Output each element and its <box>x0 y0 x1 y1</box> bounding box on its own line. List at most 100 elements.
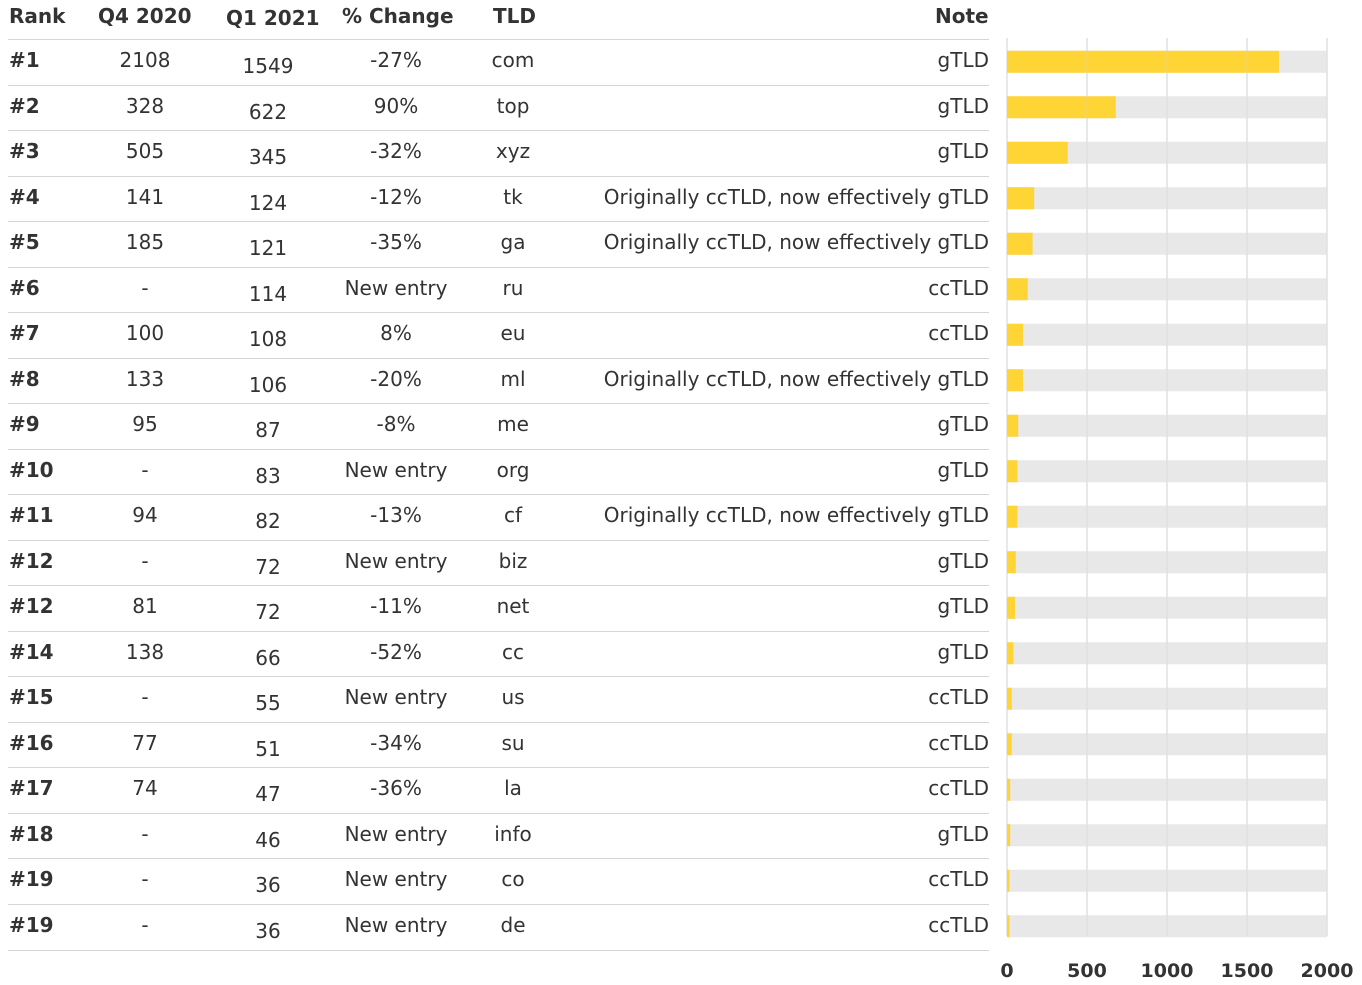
bar-net <box>1007 596 1015 619</box>
bar-cc <box>1007 642 1014 665</box>
q1-2021-cell: 82 <box>255 509 281 533</box>
bar-ru <box>1007 278 1028 301</box>
rank-cell: #10 <box>9 457 54 482</box>
pct-change-cell: New entry <box>344 685 448 709</box>
tld-cell: su <box>501 730 525 755</box>
pct-change-cell: 8% <box>380 321 412 345</box>
note-cell: Originally ccTLD, now effectively gTLD <box>603 366 989 391</box>
q4-2020-cell: - <box>141 821 149 846</box>
x-tick-label: 500 <box>1067 960 1107 982</box>
q1-2021-cell: 72 <box>255 554 281 579</box>
x-tick-label: 0 <box>1000 960 1013 982</box>
table-row: #18 - 46 New entry info gTLD <box>8 812 989 859</box>
bar-info <box>1007 824 1011 847</box>
table-row: #19 - 36 New entry co ccTLD <box>8 858 989 904</box>
note-cell: ccTLD <box>928 730 989 755</box>
tld-cell: xyz <box>495 139 531 163</box>
rank-cell: #18 <box>9 821 54 846</box>
table-row: #1 2108 1549 -27% com gTLD <box>8 39 989 85</box>
table-row: #12 81 72 -11% net gTLD <box>8 585 989 631</box>
tld-cell: tk <box>503 184 523 209</box>
rank-cell: #9 <box>9 412 40 436</box>
pct-change-cell: New entry <box>344 275 448 300</box>
header-tld: TLD <box>493 4 536 28</box>
pct-change-cell: -20% <box>370 366 422 391</box>
pct-change-cell: New entry <box>344 548 448 573</box>
pct-change-cell: -27% <box>370 48 422 72</box>
table-row: #17 74 47 -36% la ccTLD <box>8 767 989 813</box>
note-cell: ccTLD <box>928 685 989 709</box>
tld-cell: net <box>496 594 530 618</box>
table-row: #11 94 82 -13% cf Originally ccTLD, now effec… <box>8 494 989 540</box>
q4-2020-cell: 2108 <box>119 48 171 72</box>
q4-2020-cell: 81 <box>132 594 158 618</box>
q1-2021-cell: 36 <box>255 918 281 943</box>
header-q1-2021: Q1 2021 <box>226 6 320 30</box>
note-cell: ccTLD <box>928 912 989 937</box>
tld-cell: cc <box>502 639 524 664</box>
x-tick-label: 1500 <box>1221 960 1274 982</box>
q4-2020-cell: - <box>141 548 149 573</box>
bar-co <box>1007 869 1010 892</box>
note-cell: gTLD <box>937 639 989 664</box>
q1-2021-cell: 36 <box>255 873 281 897</box>
q4-2020-cell: 77 <box>132 730 158 755</box>
q1-2021-cell: 1549 <box>242 54 294 78</box>
note-cell: Originally ccTLD, now effectively gTLD <box>603 503 989 527</box>
rank-cell: #2 <box>9 93 40 118</box>
pct-change-cell: -35% <box>370 230 422 254</box>
bar-xyz <box>1007 141 1068 164</box>
pct-change-cell: New entry <box>344 867 448 891</box>
bar-me <box>1007 414 1019 437</box>
q1-2021-cell: 108 <box>248 327 288 351</box>
note-cell: Originally ccTLD, now effectively gTLD <box>603 184 989 209</box>
bar-org <box>1007 460 1018 483</box>
table-row: #12 - 72 New entry biz gTLD <box>8 539 989 586</box>
bar-cf <box>1007 505 1018 528</box>
q4-2020-cell: - <box>141 685 149 709</box>
header-pct-change: % Change <box>342 4 454 28</box>
note-cell: ccTLD <box>928 867 989 891</box>
tld-cell: co <box>501 867 525 891</box>
note-cell: ccTLD <box>928 321 989 345</box>
pct-change-cell: -12% <box>370 184 422 209</box>
rank-cell: #8 <box>9 366 40 391</box>
q4-2020-cell: 141 <box>125 184 165 209</box>
q1-2021-cell: 72 <box>255 600 281 624</box>
table-row: #7 100 108 8% eu ccTLD <box>8 312 989 358</box>
q1-2021-cell: 87 <box>255 418 281 442</box>
pct-change-cell: 90% <box>373 93 419 118</box>
rank-cell: #14 <box>9 639 54 664</box>
bar-ml <box>1007 369 1023 392</box>
q4-2020-cell: 100 <box>125 321 165 345</box>
bar-ga <box>1007 232 1033 255</box>
tld-cell: me <box>497 412 529 436</box>
table-row: #8 133 106 -20% ml Originally ccTLD, now effe… <box>8 357 989 404</box>
pct-change-cell: New entry <box>344 457 448 482</box>
rank-cell: #4 <box>9 184 40 209</box>
q1-2021-cell: 121 <box>248 236 288 260</box>
note-cell: gTLD <box>937 821 989 846</box>
rank-cell: #1 <box>9 48 40 72</box>
q4-2020-cell: 328 <box>125 93 165 118</box>
tld-cell: ru <box>502 275 524 300</box>
pct-change-cell: -13% <box>370 503 422 527</box>
header-q4-2020: Q4 2020 <box>98 4 192 28</box>
note-cell: gTLD <box>937 594 989 618</box>
q4-2020-cell: 505 <box>125 139 165 163</box>
pct-change-cell: -36% <box>370 776 422 800</box>
note-cell: gTLD <box>937 412 989 436</box>
tld-cell: top <box>496 93 530 118</box>
x-tick-label: 2000 <box>1301 960 1354 982</box>
q4-2020-cell: - <box>141 867 149 891</box>
bar-de <box>1007 915 1010 938</box>
tld-cell: biz <box>498 548 528 573</box>
x-tick-label: 1000 <box>1141 960 1194 982</box>
tld-cell: com <box>491 48 535 72</box>
table-row: #4 141 124 -12% tk Originally ccTLD, now effe… <box>8 175 989 222</box>
bar-top <box>1007 96 1116 119</box>
pct-change-cell: -8% <box>376 412 416 436</box>
table-row: #14 138 66 -52% cc gTLD <box>8 630 989 677</box>
rank-cell: #17 <box>9 776 54 800</box>
